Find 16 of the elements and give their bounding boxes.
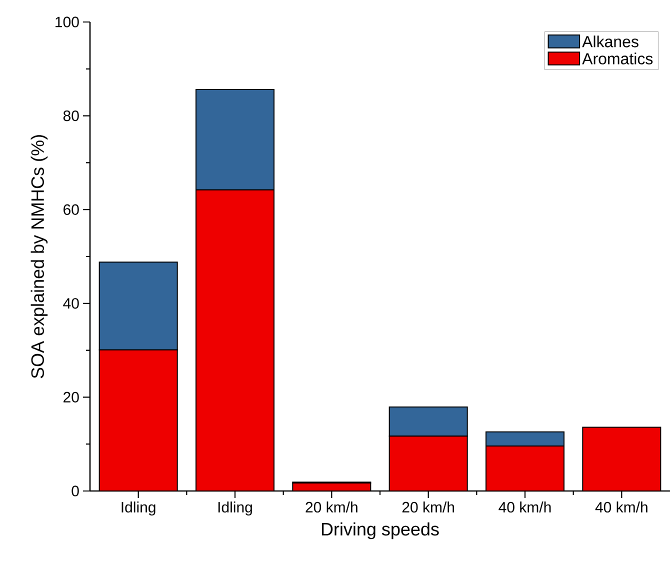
y-tick-label: 20: [64, 392, 79, 403]
y-axis-title: SOA explained by NMHCs (%): [30, 135, 48, 378]
legend-label: Alkanes: [582, 36, 638, 48]
y-tick-label: 40: [63, 298, 79, 309]
x-tick-label: 20 km/h: [402, 502, 454, 513]
x-tick-label: 40 km/h: [595, 502, 648, 513]
x-tick-label: 20 km/h: [306, 502, 358, 513]
y-tick-label: 60: [64, 204, 79, 215]
x-tick-label: Idling: [218, 502, 252, 516]
y-tick-label: 0: [72, 486, 79, 496]
y-tick-label: 80: [63, 110, 79, 122]
x-tick-label: 40 km/h: [498, 502, 551, 513]
y-tick-label: 100: [56, 16, 79, 28]
x-tick-label: Idling: [122, 502, 156, 516]
legend-label: Aromatics: [582, 52, 653, 64]
x-axis-title: Driving speeds: [322, 522, 439, 540]
